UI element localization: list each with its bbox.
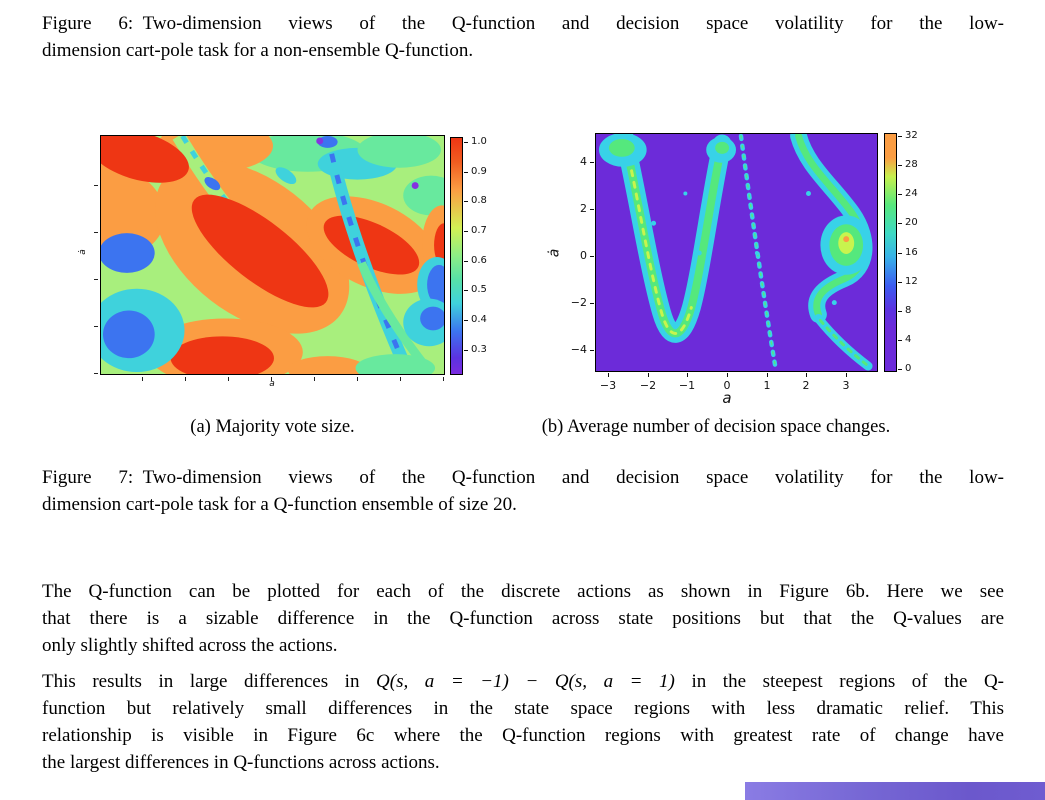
colorbar-b-gradient bbox=[884, 133, 897, 372]
contour-art-a bbox=[101, 136, 444, 374]
colorbar-b-tick bbox=[898, 165, 902, 166]
xtick-label: −2 bbox=[639, 379, 657, 392]
colorbar-a-tick bbox=[464, 201, 468, 202]
tick-mark bbox=[590, 162, 594, 163]
contour-plot-decision-changes bbox=[595, 133, 878, 372]
plot-b-ylabel: ȧ bbox=[546, 248, 563, 258]
colorbar-a-tick bbox=[464, 261, 468, 262]
ytick-label: −2 bbox=[570, 296, 587, 309]
paragraph2-line4: the largest differences in Q-functions a… bbox=[42, 752, 440, 773]
colorbar-a-tick bbox=[464, 142, 468, 143]
plot-a-x-ticks bbox=[100, 377, 445, 381]
colorbar-a-tick bbox=[464, 320, 468, 321]
colorbar-a-tick bbox=[464, 231, 468, 232]
colorbar-a-label: 0.3 bbox=[471, 344, 487, 355]
colorbar-b-tick bbox=[898, 311, 902, 312]
ytick-label: 0 bbox=[580, 249, 587, 262]
tick-mark bbox=[846, 373, 847, 377]
colorbar-b-tick bbox=[898, 136, 902, 137]
paragraph2-line3: relationship is visible in Figure 6c whe… bbox=[42, 725, 1004, 746]
colorbar-a-gradient bbox=[450, 137, 463, 375]
ytick-label: 2 bbox=[580, 202, 587, 215]
paragraph2-line2: function but relatively small difference… bbox=[42, 698, 1004, 719]
xtick-label: 0 bbox=[723, 379, 731, 392]
tick-mark bbox=[608, 373, 609, 377]
paragraph1-line1: The Q-function can be plotted for each o… bbox=[42, 581, 1004, 602]
colorbar-a-label: 1.0 bbox=[471, 136, 487, 147]
tick-mark bbox=[590, 350, 594, 351]
ytick-label: 4 bbox=[580, 155, 587, 168]
paragraph2-line1: This results in large differences in Q(s… bbox=[42, 668, 1004, 695]
plot-a-xlabel: a bbox=[269, 379, 275, 389]
colorbar-b-tick bbox=[898, 369, 902, 370]
colorbar-b-label: 16 bbox=[905, 247, 918, 258]
tick-mark bbox=[590, 303, 594, 304]
tick-mark bbox=[687, 373, 688, 377]
paragraph1-line2: that there is a sizable difference in th… bbox=[42, 608, 1004, 629]
colorbar-b-label: 28 bbox=[905, 159, 918, 170]
colorbar-a-tick bbox=[464, 350, 468, 351]
xtick-label: −3 bbox=[599, 379, 617, 392]
colorbar-b-label: 32 bbox=[905, 130, 918, 141]
colorbar-a: 1.0 0.9 0.8 0.7 0.6 0.5 0.4 0.3 bbox=[450, 136, 508, 375]
tick-mark bbox=[767, 373, 768, 377]
colorbar-a-label: 0.8 bbox=[471, 195, 487, 206]
colorbar-b: 32 28 24 20 16 12 8 4 0 bbox=[884, 130, 942, 374]
figure6-caption-line2: dimension cart-pole task for a non-ensem… bbox=[42, 40, 474, 61]
colorbar-b-tick bbox=[898, 282, 902, 283]
colorbar-a-tick bbox=[464, 290, 468, 291]
contour-art-b bbox=[596, 134, 877, 371]
figure7-caption-line1: Figure 7: Two-dimension views of the Q-f… bbox=[42, 467, 1004, 488]
xtick-label: 1 bbox=[763, 379, 771, 392]
colorbar-b-tick bbox=[898, 194, 902, 195]
colorbar-b-label: 20 bbox=[905, 217, 918, 228]
colorbar-a-label: 0.9 bbox=[471, 166, 487, 177]
tick-mark bbox=[590, 256, 594, 257]
partial-figure-fragment bbox=[745, 782, 1045, 800]
colorbar-a-label: 0.4 bbox=[471, 314, 487, 325]
colorbar-b-label: 0 bbox=[905, 363, 912, 374]
body-paragraph-1: The Q-function can be plotted for each o… bbox=[42, 578, 1004, 659]
paragraph2-line1-post: in the steepest regions of the Q- bbox=[674, 671, 1004, 692]
plot-a-ylabel: ȧ bbox=[77, 249, 88, 255]
colorbar-b-tick bbox=[898, 340, 902, 341]
colorbar-b-tick bbox=[898, 223, 902, 224]
colorbar-b-label: 8 bbox=[905, 305, 912, 316]
plot-a-y-ticks bbox=[94, 139, 98, 375]
ytick-label: −4 bbox=[570, 343, 587, 356]
body-paragraph-2: This results in large differences in Q(s… bbox=[42, 668, 1004, 776]
colorbar-a-label: 0.7 bbox=[471, 225, 487, 236]
colorbar-a-label: 0.5 bbox=[471, 284, 487, 295]
xtick-label: 3 bbox=[842, 379, 850, 392]
figure7-caption: Figure 7: Two-dimension views of the Q-f… bbox=[42, 464, 1004, 518]
paragraph2-math-expression: Q(s, a = −1) − Q(s, a = 1) bbox=[376, 671, 675, 692]
figure6-caption: Figure 6: Two-dimension views of the Q-f… bbox=[42, 10, 1004, 64]
tick-mark bbox=[590, 209, 594, 210]
colorbar-a-tick bbox=[464, 172, 468, 173]
subfig-a-caption: (a) Majority vote size. bbox=[190, 417, 355, 437]
colorbar-b-label: 4 bbox=[905, 334, 912, 345]
colorbar-a-label: 0.6 bbox=[471, 255, 487, 266]
subfig-b-caption: (b) Average number of decision space cha… bbox=[541, 417, 891, 437]
figure7-caption-line2: dimension cart-pole task for a Q-functio… bbox=[42, 494, 517, 515]
colorbar-b-label: 12 bbox=[905, 276, 918, 287]
colorbar-b-label: 24 bbox=[905, 188, 918, 199]
tick-mark bbox=[806, 373, 807, 377]
tick-mark bbox=[648, 373, 649, 377]
figure6-caption-line1: Figure 6: Two-dimension views of the Q-f… bbox=[42, 13, 1004, 34]
paragraph1-line3: only slightly shifted across the actions… bbox=[42, 635, 338, 656]
paragraph2-line1-pre: This results in large differences in bbox=[42, 671, 377, 692]
colorbar-b-tick bbox=[898, 253, 902, 254]
tick-mark bbox=[727, 373, 728, 377]
xtick-label: −1 bbox=[678, 379, 696, 392]
plot-b-xlabel: a bbox=[722, 389, 732, 407]
contour-plot-majority-vote bbox=[100, 135, 445, 375]
xtick-label: 2 bbox=[802, 379, 810, 392]
